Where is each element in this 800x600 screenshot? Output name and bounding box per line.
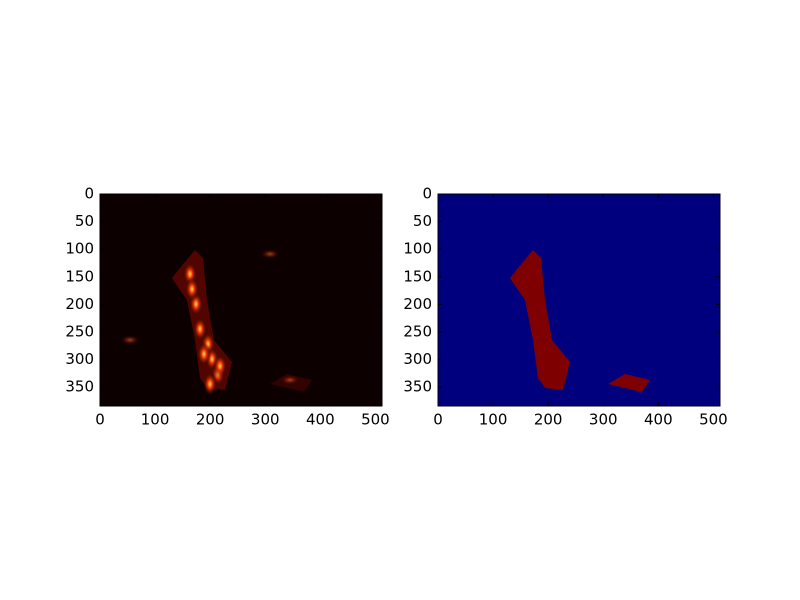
y-tick-label: 50 (75, 212, 94, 230)
heat-spot (197, 342, 211, 366)
x-tick-label: 200 (534, 411, 563, 429)
mask-region (510, 250, 570, 390)
axes-frame (437, 193, 721, 407)
y-tick-label: 100 (65, 240, 94, 258)
mask-region (608, 374, 650, 392)
x-tick-label: 100 (141, 411, 170, 429)
x-tick-label: 300 (251, 411, 280, 429)
x-tick-label: 0 (95, 411, 105, 429)
heat-spot (120, 335, 140, 345)
y-tick-label: 0 (422, 185, 432, 203)
y-tick-label: 300 (403, 350, 432, 368)
heat-spot (280, 375, 300, 385)
y-tick-label: 50 (413, 212, 432, 230)
image-background (100, 194, 382, 406)
heat-spot (213, 354, 227, 378)
y-tick-label: 350 (403, 378, 432, 396)
x-tick-label: 400 (644, 411, 673, 429)
x-tick-label: 100 (479, 411, 508, 429)
x-tick-label: 300 (589, 411, 618, 429)
y-tick-label: 250 (65, 323, 94, 341)
heat-spot (203, 372, 217, 396)
y-tick-label: 150 (403, 267, 432, 285)
heat-spot (185, 277, 199, 301)
y-tick-label: 0 (84, 185, 94, 203)
mask-panel: 0 100 200 300 400 500 0 50 100 150 200 250 300 350 (403, 185, 727, 429)
x-tick-label: 0 (433, 411, 443, 429)
y-tick-label: 100 (403, 240, 432, 258)
image-background (438, 194, 720, 406)
y-tick-label: 200 (65, 295, 94, 313)
x-tick-label: 500 (361, 411, 390, 429)
y-tick-label: 250 (403, 323, 432, 341)
x-tick-label: 400 (306, 411, 335, 429)
y-tick-label: 200 (403, 295, 432, 313)
heat-spot (260, 249, 280, 259)
y-tick-label: 350 (65, 378, 94, 396)
axes-frame (99, 193, 383, 407)
heatmap-panel: 0 100 200 300 400 500 0 50 100 150 200 250 300 350 (65, 185, 389, 429)
image-content (120, 249, 312, 396)
x-tick-label: 200 (196, 411, 225, 429)
x-tick-label: 500 (699, 411, 728, 429)
y-tick-label: 150 (65, 267, 94, 285)
y-tick-label: 300 (65, 350, 94, 368)
